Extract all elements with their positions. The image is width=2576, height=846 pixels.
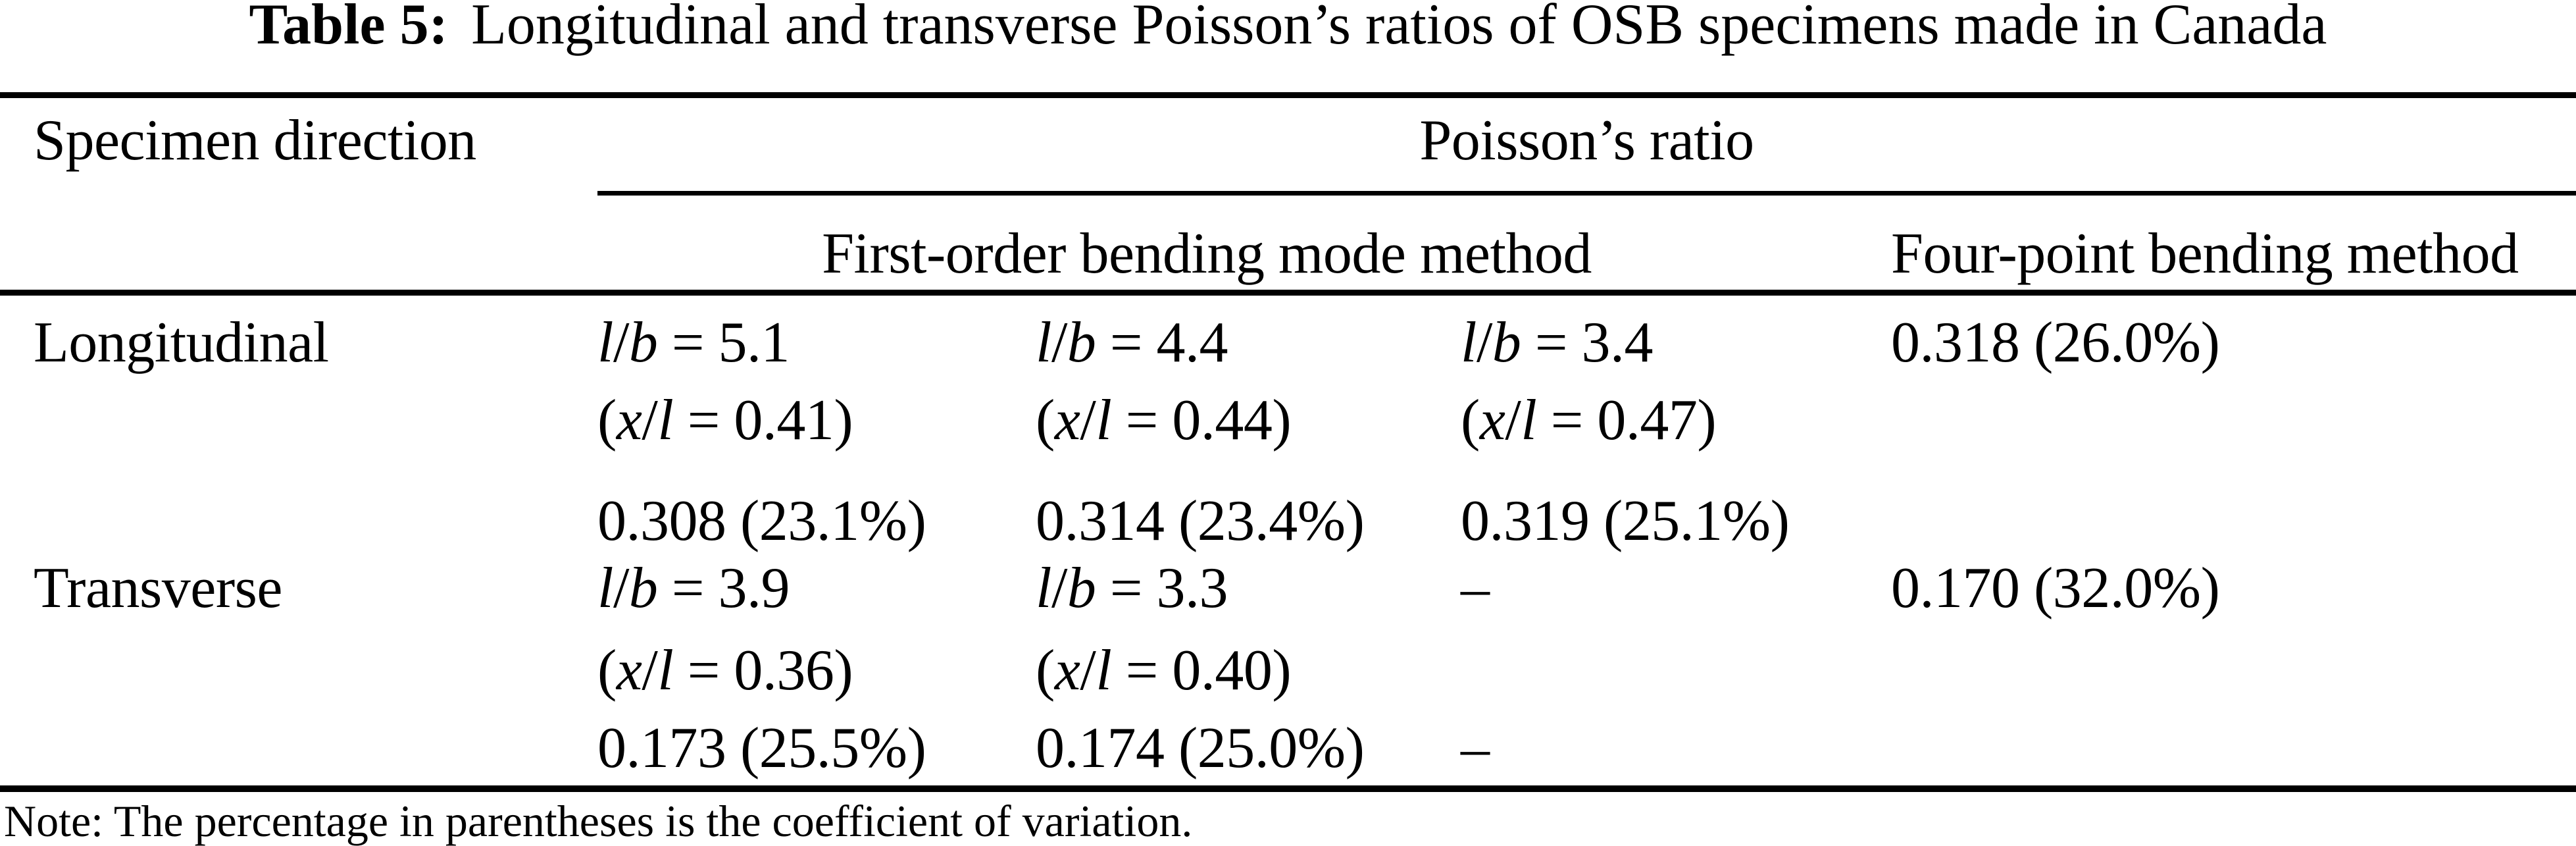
table-cell-ratio-value: 0.314 (23.4%)	[1036, 489, 1365, 553]
table-title-text: Longitudinal and transverse Poisson’s ra…	[471, 0, 2327, 57]
table-footnote: Note: The percentage in parentheses is t…	[4, 796, 1193, 846]
table-bottom-rule	[0, 785, 2576, 792]
table-number-label: Table 5:	[249, 0, 448, 57]
table-cell-dash: –	[1461, 716, 1490, 780]
table-cell-xl: (x/l = 0.41)	[597, 388, 853, 452]
header-bottom-rule	[0, 290, 2576, 296]
table-cell-xl: (x/l = 0.44)	[1036, 388, 1292, 452]
table-cell-dash: –	[1461, 556, 1490, 620]
table-cell-xl: (x/l = 0.40)	[1036, 639, 1292, 702]
col-header-four-point-method: Four-point bending method	[1891, 222, 2519, 286]
table-cell-ratio-value: 0.319 (25.1%)	[1461, 489, 1790, 553]
table-cell-lb: l/b = 3.4	[1461, 311, 1654, 375]
table-title: Table 5: Longitudinal and transverse Pois…	[0, 0, 2576, 54]
row-header-transverse: Transverse	[34, 556, 282, 620]
col-header-specimen-direction: Specimen direction	[34, 109, 476, 172]
table-cell-ratio-value: 0.308 (23.1%)	[597, 489, 926, 553]
top-rule	[0, 92, 2576, 98]
table-cell-lb: l/b = 5.1	[597, 311, 790, 375]
row-header-longitudinal: Longitudinal	[34, 311, 329, 375]
table-cell-four-point-value: 0.170 (32.0%)	[1891, 556, 2220, 620]
table-cell-four-point-value: 0.318 (26.0%)	[1891, 311, 2220, 375]
poisson-span-rule	[597, 191, 2576, 196]
table-cell-lb: l/b = 3.3	[1036, 556, 1228, 620]
table-cell-lb: l/b = 4.4	[1036, 311, 1228, 375]
table-cell-xl: (x/l = 0.36)	[597, 639, 853, 702]
col-header-first-order-method: First-order bending mode method	[822, 222, 1592, 286]
table-cell-lb: l/b = 3.9	[597, 556, 790, 620]
table-cell-xl: (x/l = 0.47)	[1461, 388, 1717, 452]
group-header-poissons-ratio: Poisson’s ratio	[1419, 109, 1754, 172]
table-cell-ratio-value: 0.174 (25.0%)	[1036, 716, 1365, 780]
table-cell-ratio-value: 0.173 (25.5%)	[597, 716, 926, 780]
